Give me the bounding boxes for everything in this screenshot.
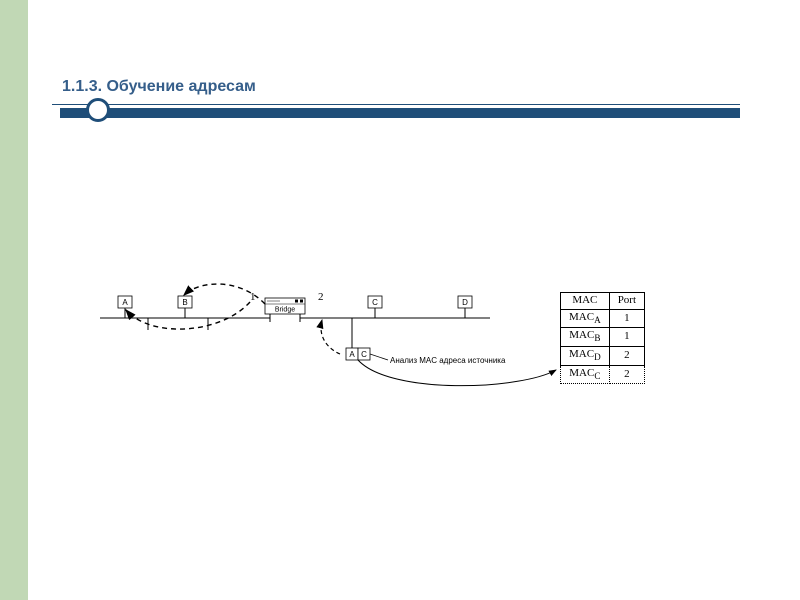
svg-text:Bridge: Bridge	[275, 307, 295, 314]
annot-leader	[370, 354, 388, 360]
svg-text:A: A	[122, 298, 128, 307]
svg-text:D: D	[462, 298, 468, 307]
table-row: MACB 1	[561, 328, 645, 347]
page-title: 1.1.3. Обучение адресам	[62, 78, 256, 96]
title-rule	[52, 104, 740, 118]
svg-text:C: C	[361, 350, 367, 359]
col-mac: MAC	[561, 293, 610, 310]
table-row-new: MACC 2	[561, 365, 645, 384]
rule-disc-icon	[86, 98, 110, 122]
col-port: Port	[609, 293, 644, 310]
host-B: B	[178, 296, 192, 308]
host-C: C	[368, 296, 382, 308]
mac-address-table: MAC Port MACA 1 MACB 1 MACD 2 MACC 2	[560, 292, 645, 384]
table-header-row: MAC Port	[561, 293, 645, 310]
frame-box: A C	[346, 348, 370, 360]
left-accent-bar	[0, 0, 28, 600]
table-row: MACD 2	[561, 347, 645, 366]
port-2-label: 2	[318, 291, 324, 303]
host-A: A	[118, 296, 132, 308]
svg-text:C: C	[372, 298, 378, 307]
dashed-arrow-frame-up	[321, 320, 340, 354]
svg-text:A: A	[349, 350, 355, 359]
annotation-text: Анализ MAC адреса источника	[390, 356, 506, 365]
host-D: D	[458, 296, 472, 308]
table-row: MACA 1	[561, 309, 645, 328]
svg-text:B: B	[182, 298, 187, 307]
